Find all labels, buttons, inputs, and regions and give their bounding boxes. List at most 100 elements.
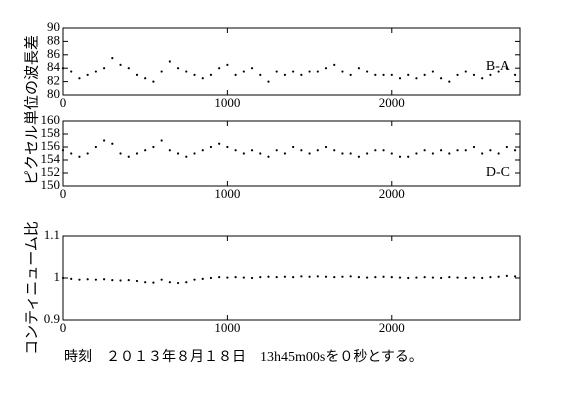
plot-frame — [62, 235, 521, 321]
point — [308, 275, 311, 278]
point — [448, 80, 451, 83]
point — [415, 152, 418, 155]
y-tick-label: 90 — [47, 19, 60, 34]
point — [70, 70, 73, 73]
point — [275, 70, 278, 73]
point — [398, 77, 402, 80]
point — [119, 279, 122, 282]
point — [366, 276, 369, 279]
y-tick-label: 160 — [41, 112, 61, 127]
point — [489, 149, 492, 152]
point — [250, 149, 254, 152]
point — [513, 73, 517, 76]
point — [333, 63, 336, 66]
x-tick-label: 2000 — [379, 95, 405, 110]
point — [102, 67, 106, 70]
point — [324, 67, 328, 70]
point — [152, 145, 155, 149]
point — [333, 276, 336, 279]
point — [94, 145, 97, 149]
point — [341, 70, 344, 73]
point — [481, 152, 484, 155]
point — [300, 275, 303, 278]
x-tick-label: 0 — [60, 186, 67, 201]
point — [357, 155, 360, 158]
point — [218, 276, 221, 279]
x-tick-label: 0 — [60, 320, 67, 335]
point — [275, 149, 278, 152]
point — [94, 70, 97, 73]
point — [398, 155, 402, 158]
plot-frame — [62, 120, 521, 187]
point — [497, 70, 500, 73]
point — [472, 276, 476, 279]
point — [111, 142, 114, 145]
panel-label: D-C — [486, 165, 510, 180]
point — [259, 73, 262, 76]
point — [357, 67, 360, 70]
point — [242, 276, 245, 279]
point — [218, 67, 221, 70]
point — [316, 275, 319, 278]
point — [127, 279, 130, 282]
point — [259, 276, 262, 279]
point — [119, 152, 122, 155]
y-tick-label: 156 — [41, 138, 61, 153]
x-tick-label: 2000 — [379, 320, 405, 335]
x-tick-label: 2000 — [379, 186, 405, 201]
point — [242, 70, 245, 73]
point — [407, 155, 410, 158]
point — [61, 67, 65, 70]
point — [127, 67, 130, 70]
point — [70, 277, 73, 280]
point — [144, 149, 147, 152]
point — [234, 73, 237, 76]
point — [472, 73, 476, 76]
point — [456, 276, 459, 279]
point — [374, 276, 377, 279]
point — [300, 73, 303, 76]
point — [250, 276, 254, 280]
y-tick-label: 88 — [47, 32, 60, 47]
point — [86, 73, 89, 76]
y-axis-label: コンティニューム比 — [23, 221, 41, 355]
point — [234, 149, 237, 152]
point — [185, 70, 188, 73]
point — [505, 145, 508, 149]
point — [234, 276, 237, 279]
point — [135, 73, 139, 76]
point — [209, 276, 213, 280]
point — [209, 145, 213, 149]
point — [423, 149, 426, 152]
point — [78, 77, 81, 80]
x-tick-label: 1000 — [214, 186, 240, 201]
point — [209, 73, 213, 76]
point — [201, 277, 204, 280]
point — [70, 152, 73, 155]
point — [111, 279, 114, 282]
plot-frame — [62, 27, 521, 96]
point — [292, 70, 295, 73]
point — [464, 276, 467, 280]
point — [415, 276, 418, 279]
point — [505, 67, 508, 70]
point — [160, 70, 163, 73]
point — [193, 152, 196, 155]
point — [144, 77, 147, 80]
point — [390, 73, 393, 76]
point — [366, 70, 369, 73]
point — [218, 142, 221, 145]
point — [333, 149, 336, 152]
point — [513, 149, 517, 152]
point — [267, 80, 270, 83]
point — [324, 275, 328, 278]
point — [78, 155, 81, 158]
point — [300, 149, 303, 152]
point — [242, 152, 245, 155]
point — [423, 73, 426, 76]
y-tick-label: 152 — [41, 164, 61, 179]
point — [431, 70, 434, 73]
point — [168, 60, 171, 63]
y-tick-label: 154 — [41, 151, 61, 166]
